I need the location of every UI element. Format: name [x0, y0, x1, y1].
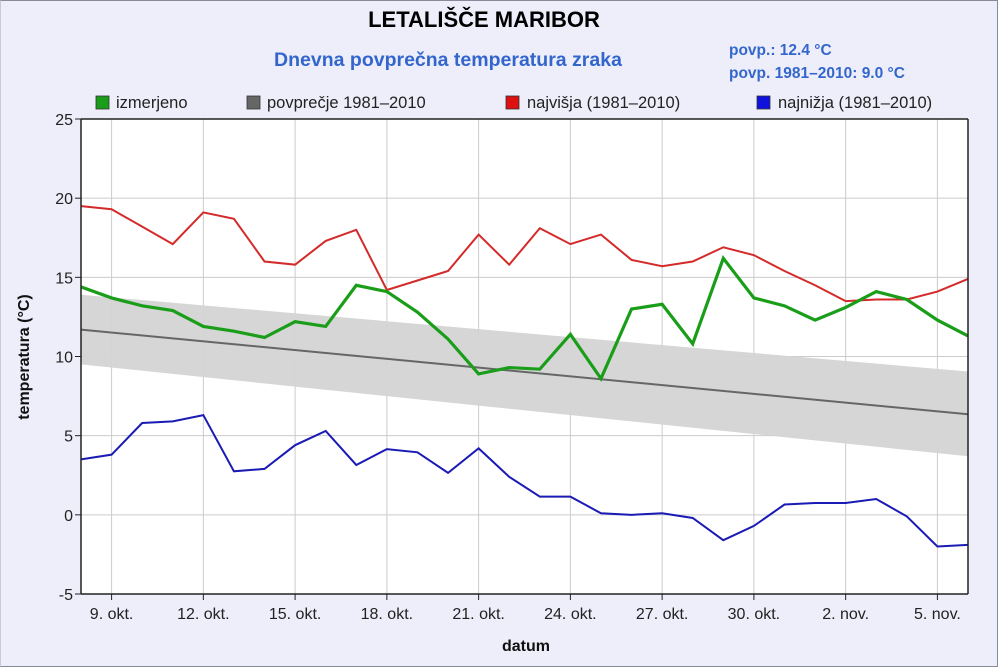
stat-climate-mean: povp. 1981–2010: 9.0 °C	[729, 65, 905, 82]
legend-swatch-highest	[505, 95, 520, 110]
lowest-line	[80, 413, 969, 548]
x-axis-title: datum	[502, 638, 550, 655]
chart-title: LETALIŠČE MARIBOR	[368, 7, 600, 32]
highest-line	[80, 205, 969, 303]
legend-item-measured[interactable]: izmerjeno	[95, 94, 188, 112]
stat-mean: povp.: 12.4 °C	[729, 42, 832, 59]
axes	[75, 118, 969, 600]
legend-label-measured: izmerjeno	[116, 94, 188, 112]
x-tick-label: 30. okt.	[728, 606, 780, 623]
y-tick-label: 5	[64, 429, 73, 446]
series-measured	[80, 255, 969, 382]
x-tick-labels: 9. okt. 12. okt. 15. okt. 18. okt. 21. okt. 2…	[90, 606, 961, 623]
legend-item-average[interactable]: povprečje 1981–2010	[246, 94, 426, 112]
y-tick-label: 15	[55, 270, 73, 287]
x-tick-label: 18. okt.	[361, 606, 413, 623]
x-tick-label: 21. okt.	[452, 606, 504, 623]
legend-swatch-measured	[95, 95, 110, 110]
x-tick-label: 12. okt.	[177, 606, 229, 623]
x-tick-label: 27. okt.	[636, 606, 688, 623]
legend-swatch-lowest	[756, 95, 771, 110]
y-tick-labels: -5 0 5 10 15 20 25	[55, 112, 73, 604]
legend-item-lowest[interactable]: najnižja (1981–2010)	[756, 94, 932, 112]
climate-average-line	[80, 328, 969, 416]
chart-subtitle: Dnevna povprečna temperatura zraka	[274, 49, 622, 71]
x-tick-label: 9. okt.	[90, 606, 134, 623]
y-tick-label: 10	[55, 350, 73, 367]
y-axis-title: temperatura (°C)	[16, 294, 33, 420]
series-layer	[80, 205, 969, 548]
y-tick-label: 20	[55, 191, 73, 208]
x-tick-label: 2. nov.	[822, 606, 869, 623]
climate-band-layer	[80, 294, 969, 457]
measured-line	[80, 255, 969, 382]
x-tick-label: 15. okt.	[269, 606, 321, 623]
legend-label-lowest: najnižja (1981–2010)	[778, 94, 932, 112]
x-tick-label: 5. nov.	[914, 606, 961, 623]
legend: izmerjeno povprečje 1981–2010 najvišja (…	[95, 94, 932, 112]
x-tick-label: 24. okt.	[544, 606, 596, 623]
legend-swatch-average	[246, 95, 261, 110]
legend-label-average: povprečje 1981–2010	[267, 94, 426, 112]
legend-item-highest[interactable]: najvišja (1981–2010)	[505, 94, 680, 112]
y-tick-label: 25	[55, 112, 73, 129]
y-tick-label: -5	[59, 587, 73, 604]
climate-range-band	[81, 294, 968, 457]
legend-label-highest: najvišja (1981–2010)	[527, 94, 680, 112]
y-tick-label: 0	[64, 508, 73, 525]
